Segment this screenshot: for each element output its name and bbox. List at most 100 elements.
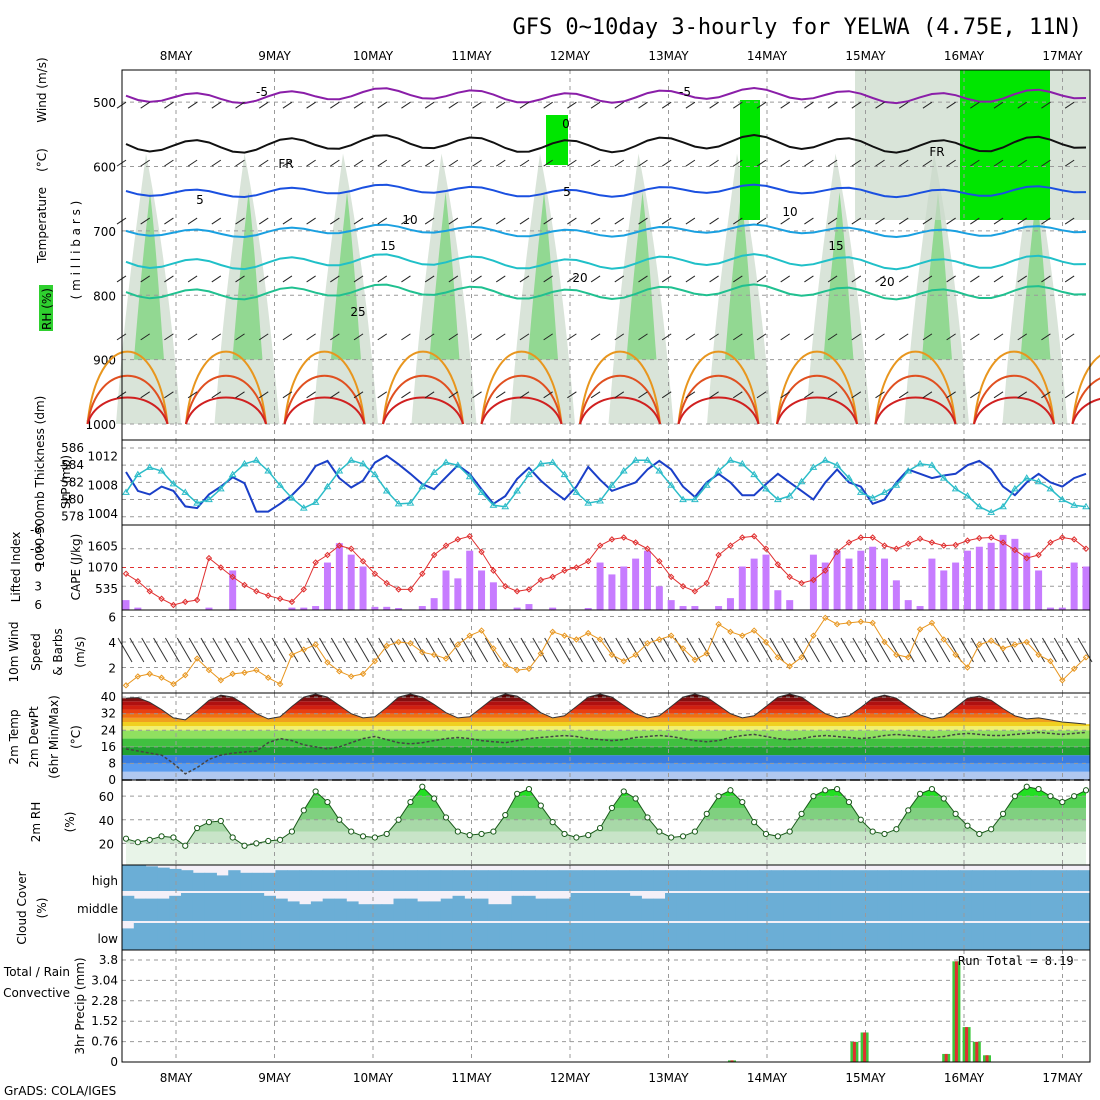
cloud-bar (570, 923, 583, 950)
cloud-bar (358, 870, 371, 891)
cloud-bar (145, 923, 158, 950)
cloud-bar (346, 923, 359, 950)
wind-point (667, 632, 675, 639)
surface-wind-barb (947, 637, 963, 663)
cloud-bar (842, 893, 855, 921)
rh-point (514, 790, 521, 797)
li-point (881, 542, 888, 549)
cloud-bar (452, 895, 465, 921)
cape-bar (904, 600, 912, 610)
cloud-bar (594, 923, 607, 950)
cloud-bar (1019, 923, 1032, 950)
isotherm (125, 86, 1087, 105)
rh-point (656, 828, 663, 835)
temp-band (122, 709, 1090, 714)
li-point (347, 545, 355, 552)
wind-point (134, 673, 142, 680)
cape-tick: 1070 (87, 561, 118, 575)
rh-tick: 40 (99, 814, 114, 828)
wind-point (513, 666, 521, 674)
cloud-bar (546, 923, 560, 950)
pressure-tick: 1000 (85, 418, 116, 432)
li-point (561, 567, 568, 574)
isotherm-label: 10 (782, 205, 797, 219)
rh-point (454, 828, 461, 835)
wind-point (916, 626, 924, 633)
wind-barb (495, 391, 506, 399)
thickness-tick: 584 (61, 458, 84, 472)
isotherm-arch (185, 396, 267, 425)
surface-wind-barb (698, 637, 714, 663)
wind-barb (638, 101, 648, 109)
wind-barb (401, 391, 411, 399)
wind-barb (922, 391, 933, 399)
rh-point (905, 807, 912, 814)
surface-wind-barb (959, 637, 974, 663)
cloud-bar (735, 923, 749, 950)
li-point (869, 534, 876, 541)
surface-wind-barb (236, 637, 251, 663)
wind-point (229, 670, 236, 678)
cloud-bar (122, 865, 135, 891)
wind-barb (448, 333, 459, 341)
surface-wind-barb (567, 637, 583, 663)
rh-shading (331, 192, 361, 360)
wind-barb (472, 275, 482, 283)
wind-barb (685, 101, 696, 109)
wind-barb (1017, 391, 1028, 399)
cloud-bar (405, 923, 418, 950)
surface-wind-barb (745, 637, 761, 663)
cloud-bar (464, 923, 477, 950)
rh-point (146, 836, 153, 843)
li-point (253, 588, 260, 595)
cape-bar (466, 550, 474, 610)
rh-point (691, 828, 698, 835)
cape-bar (1023, 552, 1031, 610)
wind-barb (1017, 275, 1028, 283)
surface-wind-barb (816, 637, 832, 663)
wind-barb (638, 333, 648, 341)
surface-wind-barb (579, 637, 595, 663)
wind-barb (827, 159, 838, 167)
wind-point (359, 670, 367, 678)
wind-barb (401, 101, 411, 109)
wind-barb (495, 333, 506, 341)
li-point (513, 588, 521, 595)
cloud-bar (794, 923, 808, 950)
wind-point (715, 620, 722, 628)
cloud-bar (322, 870, 335, 891)
rh-point (1023, 783, 1030, 790)
slp-point (525, 470, 533, 478)
wind-barb (827, 391, 838, 399)
ylabel-barbs: & Barbs (51, 628, 65, 676)
rh-point (194, 824, 201, 832)
ylabel-thickness: 1000-500mb Thickness (dm) (33, 396, 47, 569)
wind-barb (946, 391, 956, 399)
cloud-bar (287, 923, 300, 950)
wind-barb (993, 159, 1004, 167)
ylabel-cape: CAPE (J/kg) (69, 534, 83, 601)
cloud-bar (204, 872, 217, 891)
li-point (632, 539, 639, 546)
cloud-bar (889, 923, 902, 950)
wind-barb (424, 275, 435, 283)
wind-barb (519, 101, 530, 109)
wind-barb (377, 275, 388, 283)
cloud-bar (240, 893, 253, 921)
wind-barb (306, 101, 316, 109)
cloud-bar (464, 898, 477, 921)
wind-barb (377, 217, 388, 225)
wind-barb (164, 391, 174, 399)
cloud-bar (381, 923, 395, 950)
cloud-bar (865, 923, 879, 950)
date-label: 8MAY (160, 49, 193, 63)
cape-bar (1058, 607, 1066, 610)
cloud-bar (936, 893, 949, 921)
wind-barb (519, 391, 530, 399)
rh-point (276, 836, 284, 843)
cloud-bar (1019, 870, 1032, 891)
surface-wind-barb (164, 637, 180, 663)
wind-point (241, 669, 248, 676)
cloud-bar (511, 895, 524, 921)
cloud-bar (712, 893, 725, 921)
